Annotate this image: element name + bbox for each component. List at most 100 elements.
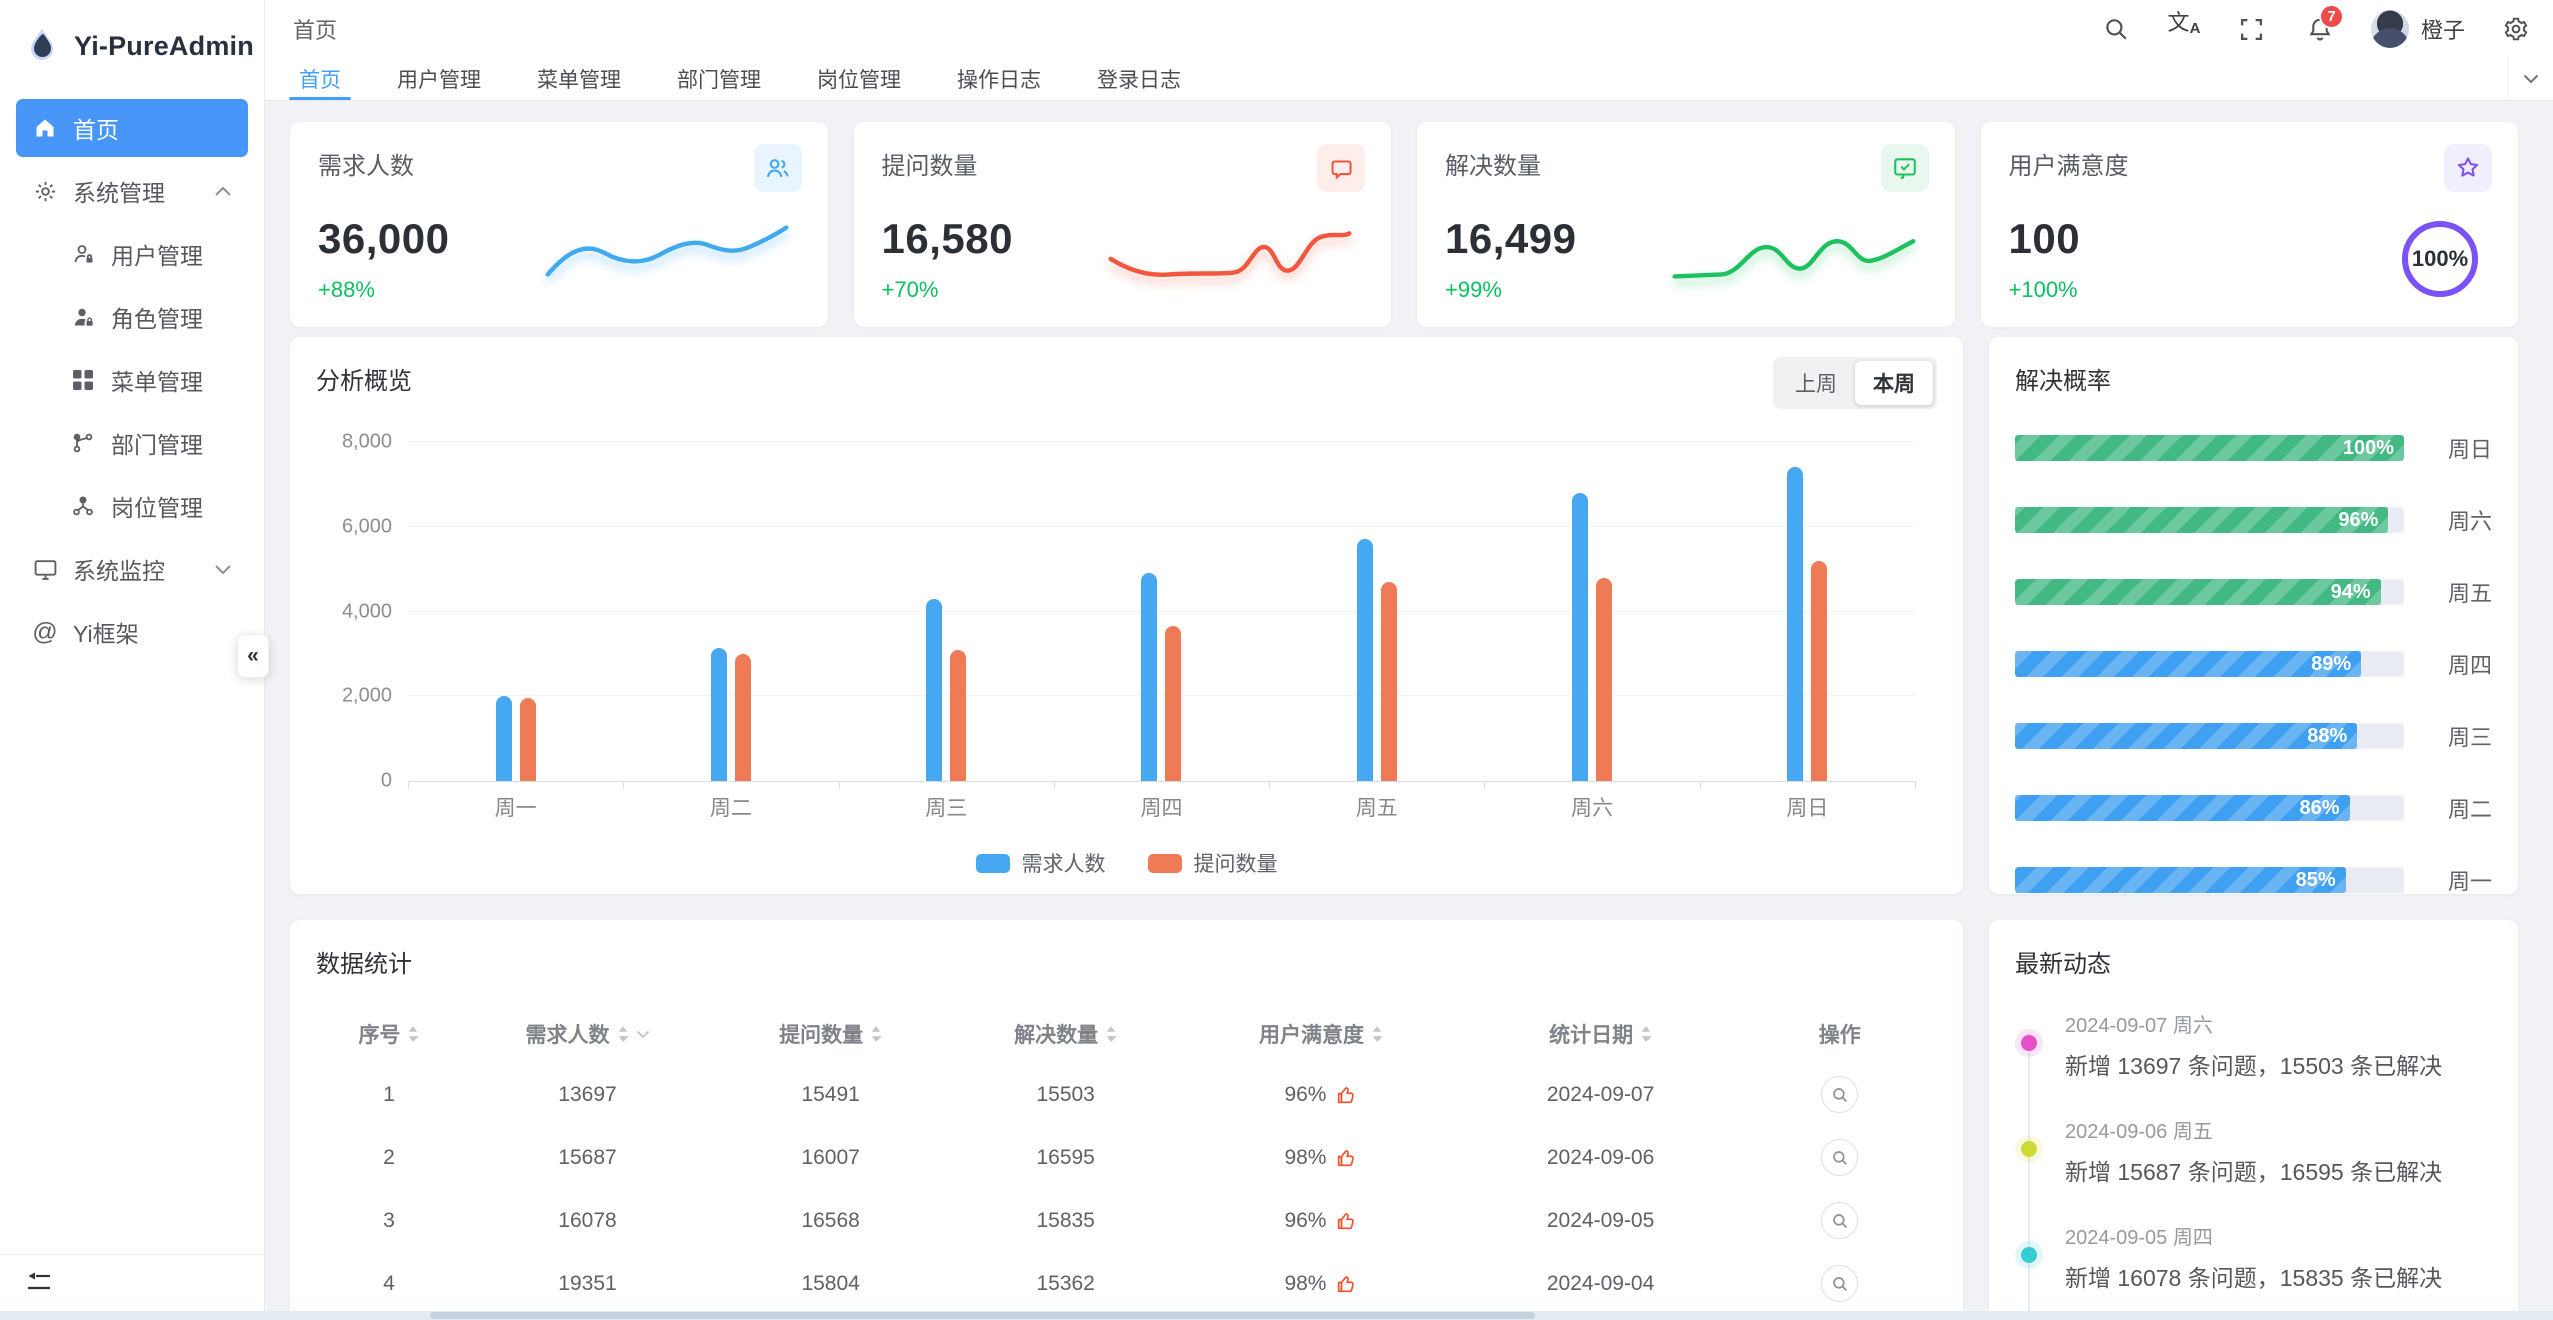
sort-carets-icon[interactable] [1105,1025,1118,1043]
bar-提问数量-周六 [1596,577,1613,781]
cell-questions: 15491 [801,1082,860,1106]
column-label: 用户满意度 [1258,1024,1364,1047]
x-axis-tick [623,781,625,789]
sidebar-item-menu-mgmt[interactable]: 菜单管理 [16,351,248,409]
timeline-text: 新增 13697 条问题，15503 条已解决 [2065,1053,2443,1079]
sort-carets-icon[interactable] [617,1025,629,1043]
sidebar-collapse-button[interactable]: « [237,634,269,678]
data-statistics-panel: 数据统计 序号 需求人数 提问数量 解决数量 用户满意度 统计日期 操作 1 13697 154… [290,920,1963,1312]
progress-fill: 89% [2015,651,2362,677]
legend-swatch [975,853,1010,873]
bar-chart-x-labels: 周一 周二 周三 周四 周五 周六 周日 [408,792,1915,822]
sidebar-item-post-mgmt[interactable]: 岗位管理 [16,477,248,535]
search-icon[interactable] [2099,12,2133,46]
stat-card-satisfaction: 用户满意度 100 +100% 100% [1980,122,2518,327]
sidebar-item-system-monitor[interactable]: 系统监控 [16,540,248,598]
tab-登录日志[interactable]: 登录日志 [1097,69,1181,92]
last-week-button[interactable]: 上周 [1777,361,1855,405]
filter-chevron-icon[interactable] [636,1030,650,1039]
x-axis-tick [1699,781,1701,789]
view-row-button[interactable] [1821,1265,1859,1302]
column-header-统计日期[interactable]: 统计日期 [1459,1005,1743,1063]
bar-chart-plot: 0 2,000 4,000 6,000 8,000 [342,431,1916,792]
column-label: 序号 [358,1024,401,1047]
sidebar: Yi-PureAdmin 首页 系统管理 用户管理 角色管理 菜单 [0,0,269,1320]
timeline-date: 2024-09-06 周五 [2065,1121,2213,1143]
bar-提问数量-周四 [1165,626,1182,781]
cell-index: 4 [383,1271,395,1295]
cell-questions: 16568 [801,1208,860,1232]
column-header-需求人数[interactable]: 需求人数 [462,1005,713,1063]
sort-carets-icon[interactable] [870,1025,883,1043]
breadcrumb[interactable]: 首页 [293,18,338,43]
legend-item-需求人数[interactable]: 需求人数 [975,848,1106,878]
legend-item-提问数量[interactable]: 提问数量 [1147,848,1278,878]
sidebar-item-user-mgmt[interactable]: 用户管理 [16,225,248,283]
x-axis-tick [408,781,409,789]
sort-carets-icon[interactable] [407,1025,420,1043]
bar-提问数量-周五 [1380,581,1397,781]
cell-solved: 16595 [1036,1145,1095,1169]
column-header-用户满意度[interactable]: 用户满意度 [1183,1005,1459,1063]
this-week-button[interactable]: 本周 [1855,361,1933,405]
trend-sparkline-red [1095,208,1365,301]
bar-需求人数-周三 [926,598,943,781]
user-menu[interactable]: 橙子 [2370,10,2465,48]
progress-track: 96% [2015,507,2404,533]
sidebar-item-system-mgmt[interactable]: 系统管理 [16,162,248,220]
sidebar-item-role-mgmt[interactable]: 角色管理 [16,288,248,346]
notification-bell-icon[interactable]: 7 [2303,4,2344,46]
app-title: Yi-PureAdmin [74,30,254,61]
analysis-overview-panel: 分析概览 上周 本周 0 2,000 4,000 6,000 8,000 周一 周二 周三周… [290,337,1963,894]
progress-track: 100% [2015,435,2404,461]
horizontal-scrollbar-thumb[interactable] [430,1312,1535,1319]
x-axis-category-label: 周二 [709,797,752,820]
x-axis-category-label: 周一 [494,797,537,820]
timeline-dot [2021,1141,2037,1157]
horizontal-scrollbar[interactable] [0,1311,2553,1320]
view-row-button[interactable] [1821,1076,1859,1113]
tab-用户管理[interactable]: 用户管理 [397,69,481,92]
tab-bar: 首页 用户管理 菜单管理 部门管理 岗位管理 操作日志 登录日志 [265,58,2553,101]
cell-index: 2 [383,1145,395,1169]
tab-部门管理[interactable]: 部门管理 [677,69,761,92]
tab-options-chevron-icon[interactable] [2507,58,2553,100]
stat-card-solved: 解决数量 16,499 +99% [1417,122,1955,327]
tab-首页[interactable]: 首页 [289,58,351,100]
sort-carets-icon[interactable] [1640,1025,1653,1043]
sort-carets-icon[interactable] [1371,1025,1383,1043]
column-header-提问数量[interactable]: 提问数量 [713,1005,948,1063]
sidebar-item-dept-mgmt[interactable]: 部门管理 [16,414,248,472]
view-row-button[interactable] [1821,1202,1859,1239]
progress-day-label: 周四 [2447,653,2492,678]
progress-percent-label: 100% [2342,436,2394,459]
progress-percent-label: 89% [2311,652,2352,675]
column-label: 需求人数 [525,1024,610,1047]
timeline-line [2028,1033,2030,1312]
column-header-解决数量[interactable]: 解决数量 [948,1005,1183,1063]
tab-操作日志[interactable]: 操作日志 [957,69,1041,92]
fold-menu-icon[interactable] [26,1271,52,1293]
column-label: 统计日期 [1549,1024,1634,1047]
chart-gridline [408,610,1915,612]
view-row-button[interactable] [1821,1139,1859,1176]
sidebar-item-yi-framework[interactable]: @ Yi框架 [32,617,139,647]
tab-岗位管理[interactable]: 岗位管理 [817,69,901,92]
table-header-row: 序号 需求人数 提问数量 解决数量 用户满意度 统计日期 操作 [316,1005,1937,1063]
logo[interactable]: Yi-PureAdmin [0,0,264,92]
bar-需求人数-周二 [710,647,727,781]
timeline-text: 新增 16078 条问题，15835 条已解决 [2065,1265,2443,1291]
gear-icon [32,178,58,204]
sidebar-item-home[interactable]: 首页 [16,99,248,157]
bar-需求人数-周五 [1356,539,1373,781]
trend-sparkline-blue [532,208,802,301]
table-row: 1 13697 15491 15503 96% 2024-09-07 [316,1063,1937,1126]
timeline-date: 2024-09-05 周四 [2065,1227,2213,1249]
cell-solved: 15503 [1036,1082,1095,1106]
column-header-序号[interactable]: 序号 [316,1005,462,1063]
tab-菜单管理[interactable]: 菜单管理 [537,69,621,92]
fullscreen-icon[interactable] [2235,12,2269,46]
settings-gear-icon[interactable] [2499,12,2533,46]
